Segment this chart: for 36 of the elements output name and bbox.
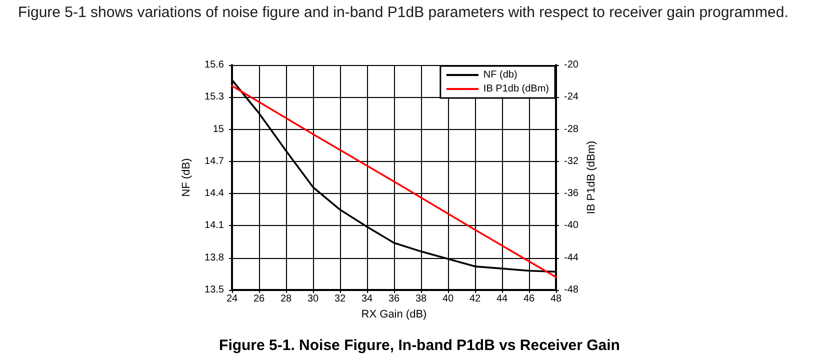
y2-tick-label: -36 — [564, 188, 579, 200]
y-tick-label: 13.5 — [204, 284, 224, 296]
text: Figure 5-1. Noise Figure, In-band P1dB vs Receiver Gain — [219, 337, 620, 354]
x-axis-title: RX Gain (dB) — [361, 308, 427, 320]
y-tick-label: 13.8 — [204, 252, 224, 264]
legend-label: IB P1db (dBm) — [483, 84, 550, 94]
y2-tick-label: -44 — [564, 252, 579, 264]
y2-tick-label: -28 — [564, 124, 579, 135]
y2-tick-label: -24 — [564, 92, 579, 103]
x-tick-label: 38 — [415, 294, 427, 304]
x-tick-label: 36 — [388, 294, 400, 304]
y-tick-label: 14.4 — [204, 188, 224, 200]
y2-tick-label: -40 — [564, 220, 579, 232]
x-tick-label: 46 — [523, 294, 535, 304]
y-tick-label: 15 — [212, 124, 224, 135]
x-tick-label: 32 — [334, 294, 346, 304]
y-tick-label: 14.7 — [204, 156, 224, 167]
y2-tick-label: -20 — [564, 60, 579, 70]
x-tick-label: 28 — [280, 294, 292, 304]
y-tick-label: 15.3 — [204, 92, 224, 103]
y-tick-label: 14.1 — [204, 220, 224, 232]
y2-tick-label: -32 — [564, 156, 579, 167]
caption: Figure 5-1 shows variations of noise figure and in-band P1dB parameters with respect to receiver gain programmed. — [18, 3, 790, 22]
y-axis-title: NF (dB) — [180, 158, 192, 197]
x-tick-label: 30 — [307, 294, 319, 304]
y2-tick-label: -48 — [564, 284, 579, 296]
x-tick-label: 26 — [253, 294, 265, 304]
y-tick-label: 15.6 — [204, 60, 224, 70]
x-tick-label: 24 — [226, 294, 238, 304]
y2-axis-title: IB P1dB (dBm) — [586, 140, 598, 214]
legend-label: NF (db) — [483, 70, 518, 80]
x-tick-label: 34 — [361, 294, 373, 304]
x-tick-label: 40 — [442, 294, 454, 304]
x-tick-label: 42 — [469, 294, 481, 304]
x-tick-label: 48 — [550, 294, 562, 304]
x-tick-label: 44 — [496, 294, 508, 304]
